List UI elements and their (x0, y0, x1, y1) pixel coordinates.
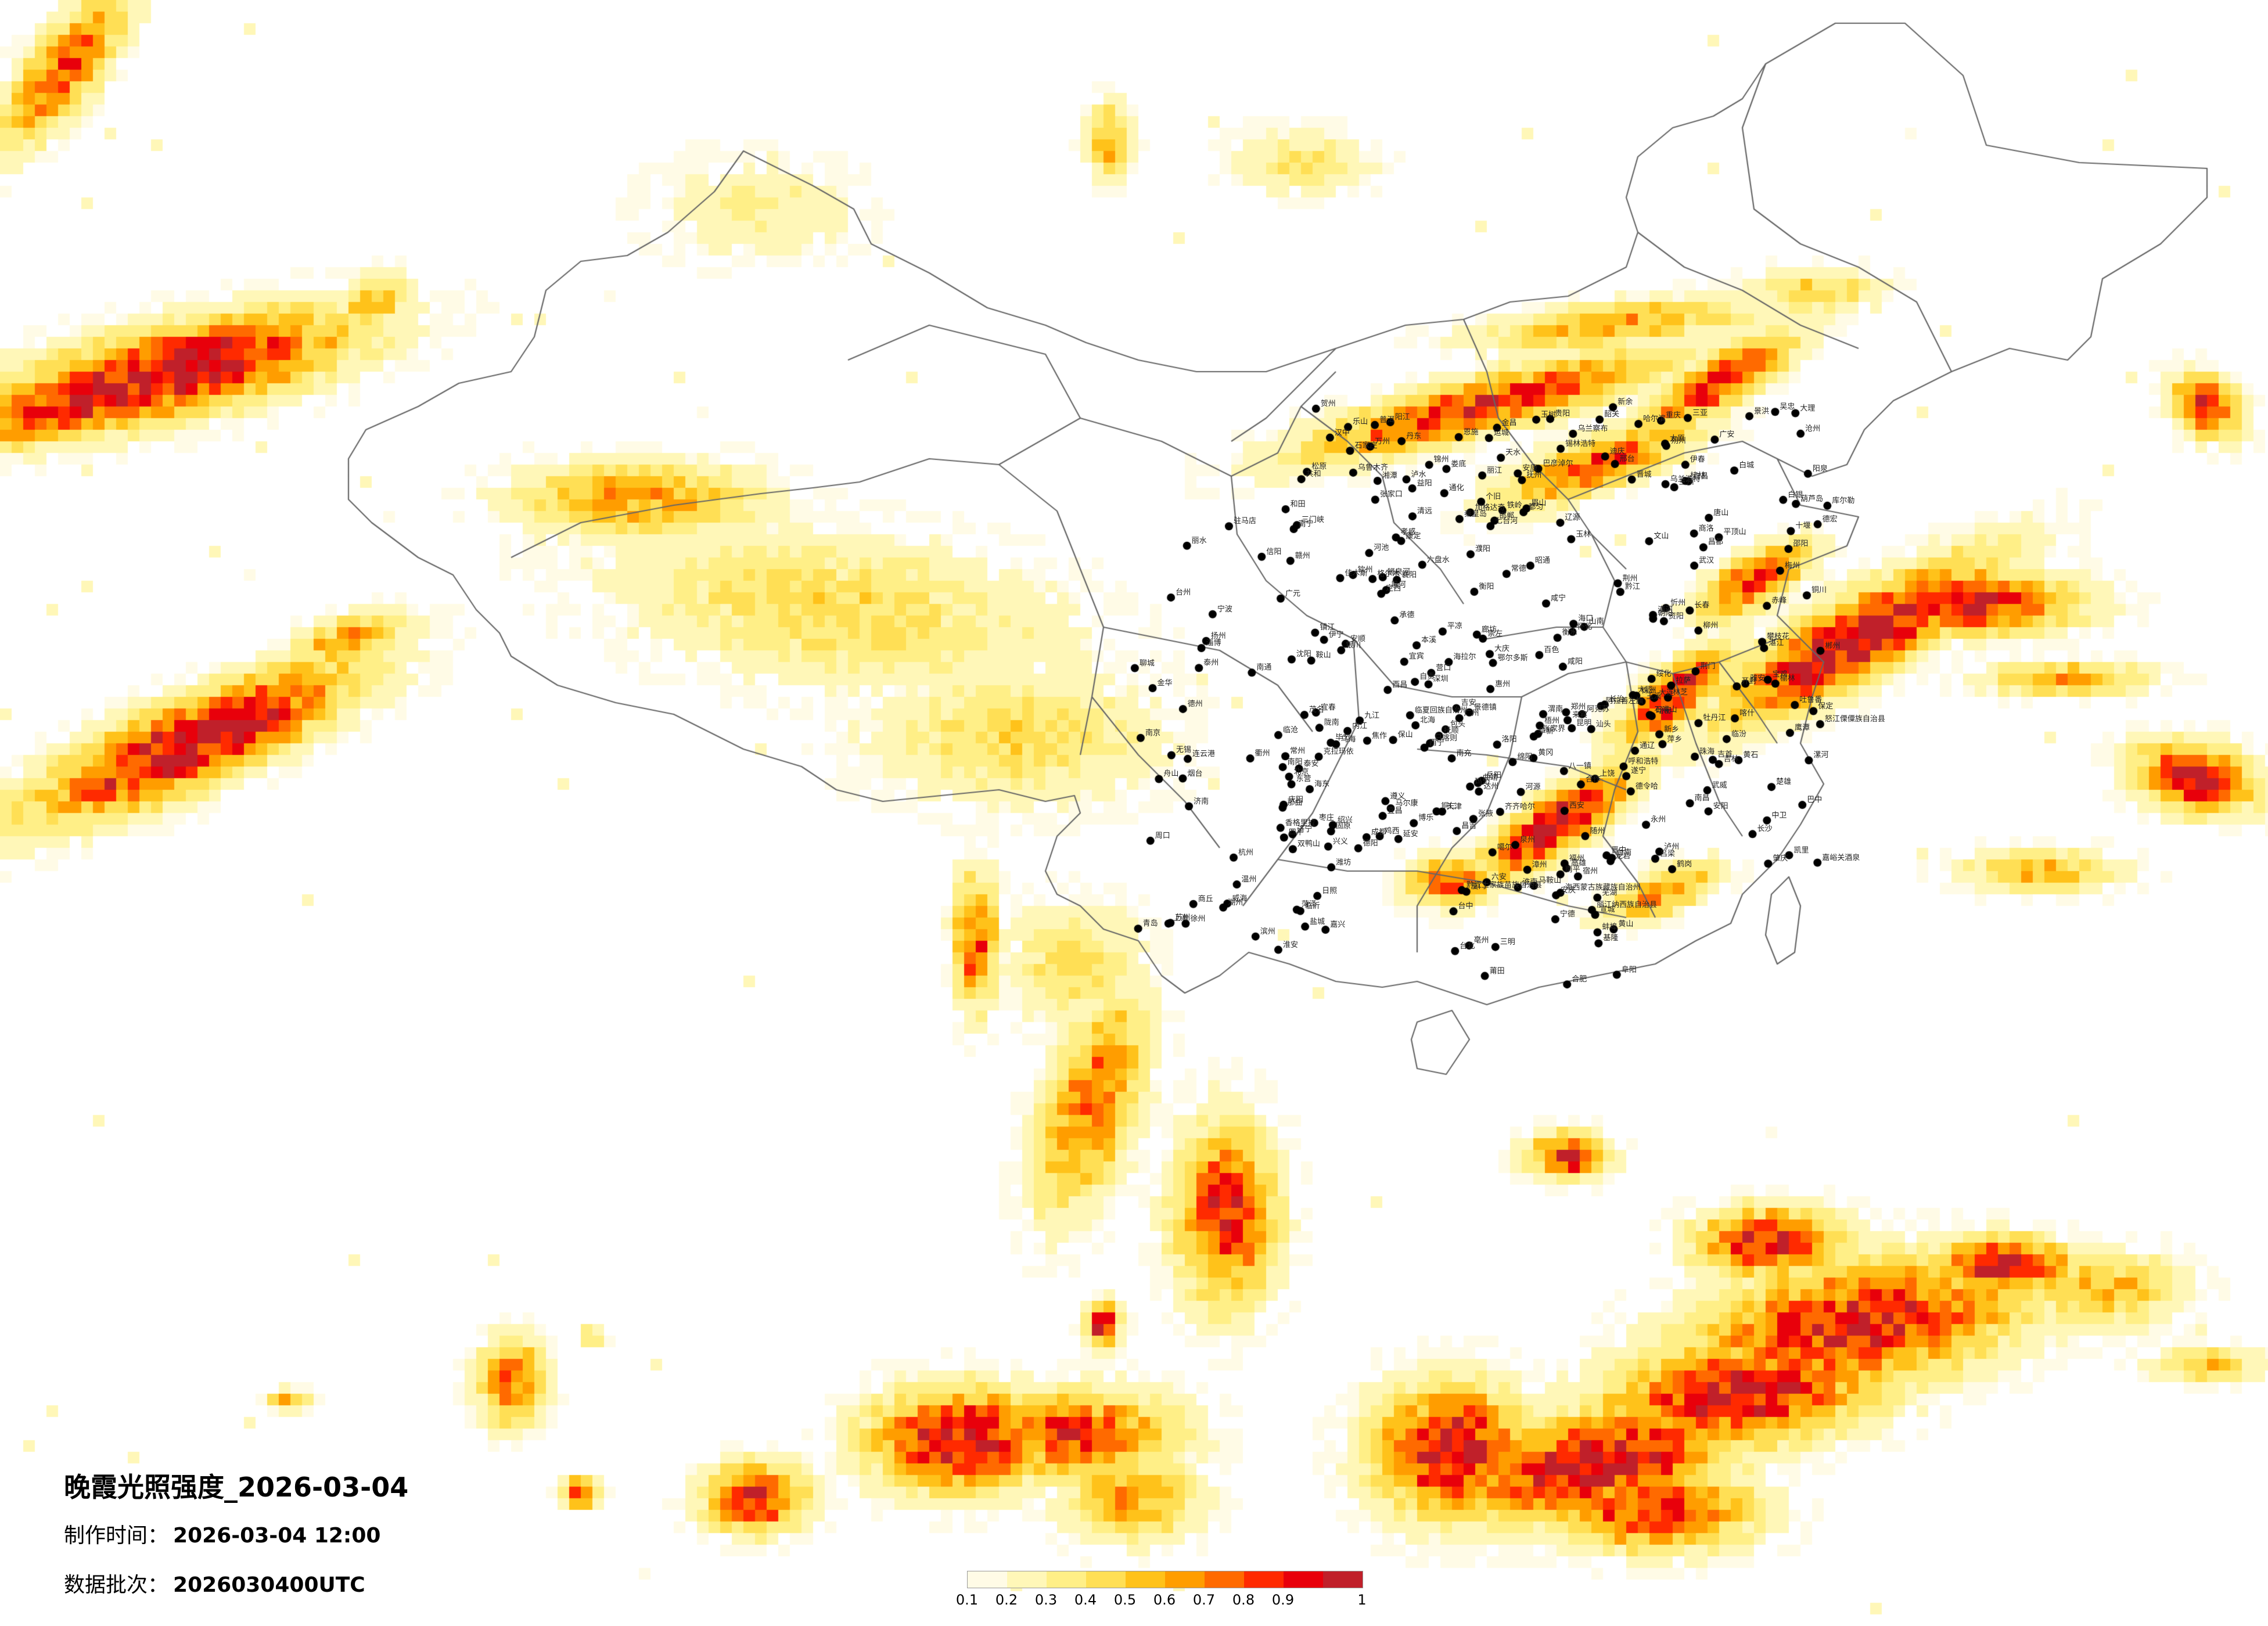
legend-tick-label: 0.5 (1113, 1592, 1137, 1608)
legend-ticks: 0.1 0.2 0.3 0.4 0.5 0.6 0.7 0.8 0.9 1 (956, 1588, 1367, 1608)
legend-swatch (968, 1571, 1007, 1588)
legend-swatch (1165, 1571, 1205, 1588)
legend-swatch (1205, 1571, 1244, 1588)
data-batch-value: 2026030400UTC (173, 1573, 365, 1597)
legend-tick-label: 0.9 (1271, 1592, 1295, 1608)
legend-tick-label: 0.1 (955, 1592, 979, 1608)
production-time-label: 制作时间： (64, 1524, 169, 1548)
legend-swatch (1086, 1571, 1126, 1588)
legend-tick-label: 0.7 (1192, 1592, 1216, 1608)
legend-tick-label: 0.6 (1153, 1592, 1176, 1608)
map-title: 晚霞光照强度_2026-03-04 (64, 1472, 409, 1503)
legend-tick-label: 1 (1357, 1592, 1367, 1608)
data-batch-label: 数据批次： (64, 1573, 169, 1597)
data-batch: 数据批次： 2026030400UTC (64, 1568, 365, 1598)
legend-swatch (1047, 1571, 1086, 1588)
legend-swatch (1244, 1571, 1284, 1588)
legend-swatch (1284, 1571, 1323, 1588)
legend-swatches (967, 1571, 1363, 1588)
legend-tick-label: 0.2 (995, 1592, 1018, 1608)
production-time-value: 2026-03-04 12:00 (173, 1524, 381, 1548)
legend-swatch (1126, 1571, 1165, 1588)
legend-swatch (1007, 1571, 1047, 1588)
production-time: 制作时间： 2026-03-04 12:00 (64, 1519, 380, 1549)
color-legend: 0.1 0.2 0.3 0.4 0.5 0.6 0.7 0.8 0.9 1 (956, 1571, 1367, 1608)
legend-tick-label: 0.8 (1232, 1592, 1255, 1608)
legend-tick-label: 0.4 (1074, 1592, 1097, 1608)
legend-tick-label: 0.3 (1034, 1592, 1058, 1608)
legend-swatch (1323, 1571, 1363, 1588)
